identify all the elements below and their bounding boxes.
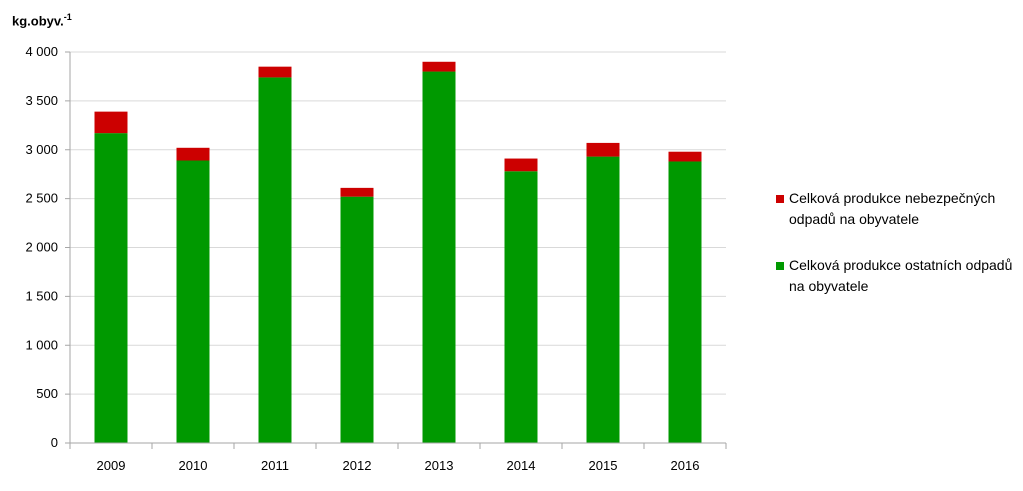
bar-other-2012: [340, 196, 374, 443]
legend-swatch-hazardous: [776, 195, 784, 203]
y-axis-unit-label: kg.obyv.-1: [12, 12, 72, 28]
legend-item-other: Celková produkce ostatních odpadů na oby…: [776, 255, 1016, 297]
x-tick-label: 2009: [97, 458, 126, 473]
bar-other-2016: [668, 161, 702, 444]
y-tick-label: 2 000: [25, 240, 58, 255]
y-axis-unit-text: kg.obyv.: [12, 13, 64, 29]
bar-hazardous-2009: [94, 111, 128, 134]
bar-other-2015: [586, 156, 620, 443]
bar-hazardous-2011: [258, 66, 292, 78]
legend-label-other: Celková produkce ostatních odpadů na oby…: [789, 257, 1013, 294]
bar-other-2014: [504, 171, 538, 443]
bar-hazardous-2012: [340, 187, 374, 197]
x-tick-label: 2012: [343, 458, 372, 473]
x-tick-label: 2010: [179, 458, 208, 473]
bar-other-2009: [94, 133, 128, 443]
legend: Celková produkce nebezpečných odpadů na …: [776, 188, 1016, 322]
legend-item-hazardous: Celková produkce nebezpečných odpadů na …: [776, 188, 1016, 230]
x-tick-label: 2013: [425, 458, 454, 473]
x-tick-label: 2014: [507, 458, 536, 473]
y-tick-label: 1 500: [25, 288, 58, 303]
bars: [94, 61, 702, 444]
bar-hazardous-2010: [176, 147, 210, 161]
legend-label-hazardous: Celková produkce nebezpečných odpadů na …: [789, 190, 996, 227]
y-tick-label: 0: [51, 435, 58, 450]
axes: [65, 51, 727, 449]
bar-other-2011: [258, 77, 292, 443]
y-tick-label: 4 000: [25, 44, 58, 59]
bar-other-2013: [422, 71, 456, 444]
gridlines: [70, 51, 726, 395]
y-tick-labels: 0 500 1 000 1 500 2 000 2 500 3 000 3 500 4 000: [25, 44, 58, 450]
x-tick-label: 2011: [261, 458, 289, 473]
x-tick-label: 2016: [671, 458, 700, 473]
bar-hazardous-2014: [504, 158, 538, 172]
bar-hazardous-2016: [668, 151, 702, 162]
bar-hazardous-2015: [586, 142, 620, 157]
y-tick-label: 1 000: [25, 337, 58, 352]
legend-swatch-other: [776, 262, 784, 270]
x-tick-label: 2015: [589, 458, 618, 473]
x-tick-labels: 2009 2010 2011 2012 2013 2014 2015 2016: [97, 458, 700, 473]
bar-hazardous-2013: [422, 61, 456, 72]
y-tick-label: 2 500: [25, 191, 58, 206]
y-tick-label: 3 500: [25, 93, 58, 108]
y-tick-label: 500: [36, 386, 58, 401]
bar-other-2010: [176, 160, 210, 443]
y-axis-unit-exponent: -1: [63, 12, 72, 22]
y-tick-label: 3 000: [25, 142, 58, 157]
